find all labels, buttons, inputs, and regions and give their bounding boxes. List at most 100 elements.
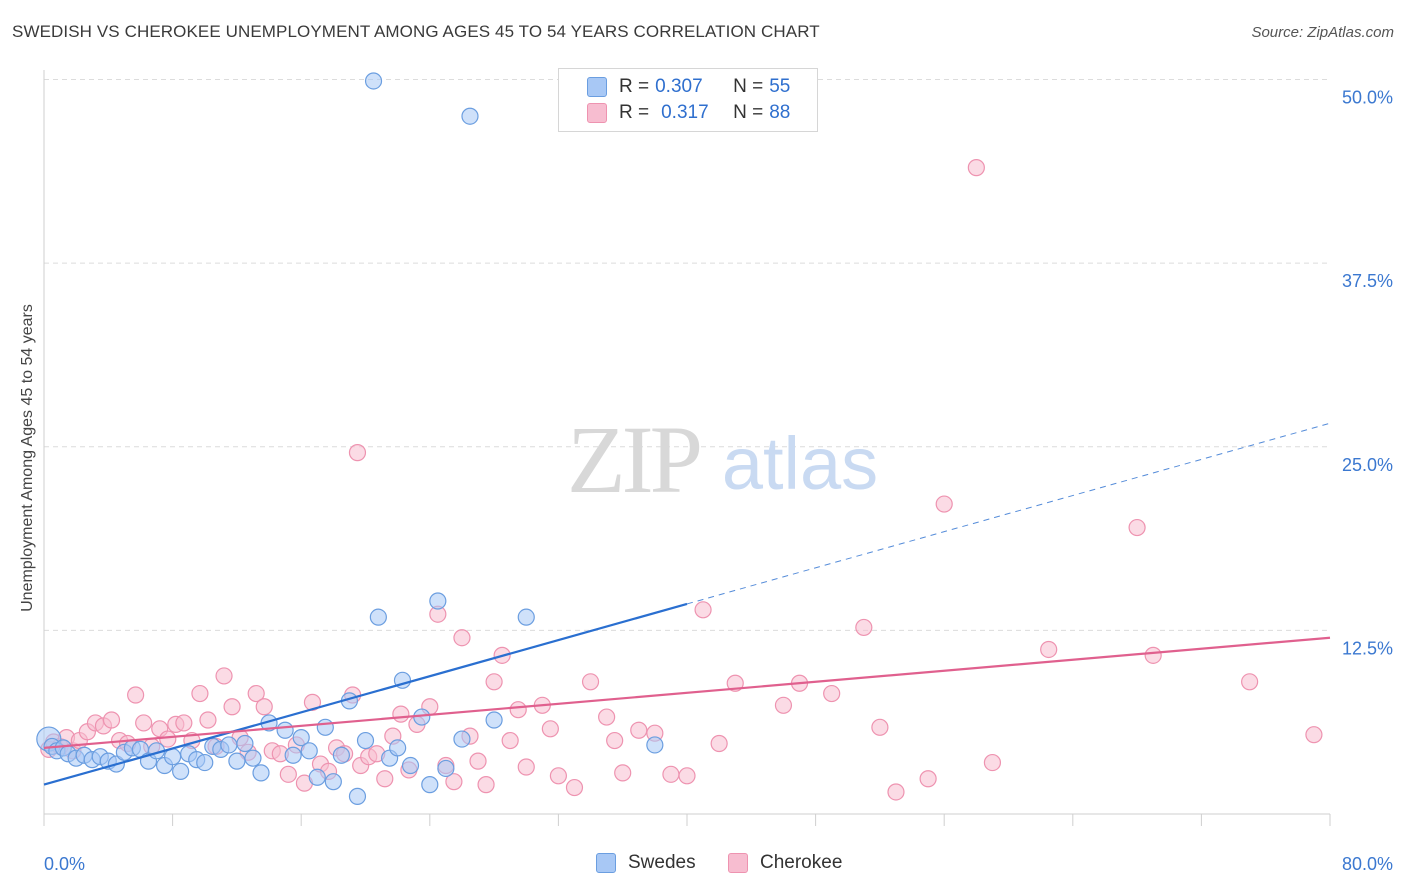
swedes-point: [485, 711, 503, 729]
chart-title: SWEDISH VS CHEROKEE UNEMPLOYMENT AMONG A…: [12, 22, 820, 41]
cherokee-point: [871, 718, 889, 736]
n-value: 88: [769, 102, 791, 123]
cherokee-point: [606, 731, 624, 750]
cherokee-swatch: [728, 853, 748, 873]
cherokee-point: [135, 714, 153, 732]
r-label: R =: [619, 76, 650, 97]
series-legend: Swedes Cherokee: [0, 852, 1406, 876]
cherokee-swatch: [587, 103, 607, 123]
x-tick-label: 80.0%: [1342, 854, 1393, 874]
swedes-point: [517, 608, 535, 626]
cherokee-point: [662, 765, 680, 783]
swedes-point: [236, 734, 254, 753]
swedes-point: [220, 736, 238, 754]
cherokee-point: [1128, 518, 1146, 537]
chart-source: Source: ZipAtlas.com: [1251, 24, 1394, 41]
swedes-point: [389, 739, 407, 757]
x-tick-label: 0.0%: [44, 854, 85, 874]
cherokee-point: [348, 444, 367, 462]
cherokee-point: [774, 696, 793, 714]
legend-label-swedes: Swedes: [628, 852, 696, 873]
cherokee-point: [541, 720, 559, 738]
cherokee-point: [445, 773, 463, 791]
legend-row-swedes: R = 0.307 N = 55: [587, 75, 790, 99]
swedes-point: [196, 753, 214, 772]
cherokee-trend-line: [43, 636, 1331, 749]
trend-lines: [43, 422, 1331, 786]
swedes-point: [244, 749, 262, 767]
n-label: N =: [733, 76, 764, 97]
swedes-point: [276, 721, 294, 739]
cherokee-point: [823, 684, 841, 703]
cherokee-point: [247, 684, 265, 703]
swedes-point: [429, 592, 447, 610]
watermark: ZIP atlas: [567, 406, 878, 513]
legend-item-cherokee[interactable]: Cherokee: [728, 852, 842, 874]
y-tick-label: 37.5%: [1342, 271, 1393, 291]
swedes-trend-extension: [686, 422, 1331, 605]
n-value: 55: [769, 76, 791, 97]
swedes-swatch: [587, 77, 607, 97]
cherokee-point: [392, 705, 410, 723]
cherokee-point: [694, 601, 712, 619]
cherokee-point: [279, 765, 297, 783]
axes: [43, 70, 1331, 826]
cherokee-point: [549, 767, 568, 785]
cherokee-point: [565, 778, 584, 797]
swedes-point: [364, 72, 383, 90]
cherokee-point: [469, 752, 487, 770]
swedes-point: [284, 746, 302, 764]
r-label: R =: [619, 102, 650, 123]
swedes-swatch: [596, 853, 616, 873]
cherokee-point: [453, 629, 471, 647]
swedes-point: [300, 742, 318, 760]
cherokee-point: [919, 770, 937, 788]
cherokee-point: [175, 714, 193, 732]
swedes-point: [369, 608, 387, 626]
cherokee-point: [501, 731, 519, 750]
swedes-point: [421, 776, 439, 794]
swedes-point: [332, 746, 350, 764]
swedes-point: [308, 768, 326, 786]
watermark-zip: ZIP: [567, 406, 700, 513]
cherokee-point: [935, 495, 953, 513]
swedes-point: [356, 731, 375, 750]
swedes-point: [646, 736, 664, 754]
cherokee-point: [485, 673, 503, 691]
swedes-point: [324, 773, 342, 791]
cherokee-point: [199, 711, 217, 729]
cherokee-point: [303, 693, 322, 711]
tick-labels: 12.5% 25.0% 37.5% 50.0% 0.0% 80.0%: [44, 88, 1393, 875]
cherokee-point: [887, 783, 905, 801]
swedes-point: [252, 764, 270, 782]
cherokee-point: [1144, 646, 1162, 664]
swedes-point: [453, 730, 471, 748]
cherokee-point: [517, 758, 535, 776]
swedes-trend-line: [43, 602, 688, 786]
cherokee-point: [191, 684, 209, 703]
legend-item-swedes[interactable]: Swedes: [596, 852, 696, 874]
cherokee-point: [614, 764, 632, 782]
grid-lines: [44, 79, 1330, 631]
r-value: 0.317: [661, 102, 709, 123]
watermark-atlas: atlas: [722, 422, 878, 505]
r-value: 0.307: [655, 76, 703, 97]
swedes-point: [401, 756, 420, 775]
swedes-point: [292, 729, 310, 747]
swedes-point: [316, 718, 334, 736]
cherokee-point: [215, 667, 233, 685]
swedes-point: [461, 107, 479, 125]
legend-label-cherokee: Cherokee: [760, 852, 843, 873]
cherokee-point: [159, 730, 177, 748]
cherokee-point: [1241, 673, 1259, 691]
cherokee-point: [678, 767, 696, 785]
swedes-point: [228, 752, 246, 770]
n-label: N =: [733, 102, 764, 123]
cherokee-point: [102, 711, 121, 729]
cherokee-point: [983, 753, 1002, 772]
cherokee-point: [967, 159, 985, 177]
y-tick-label: 50.0%: [1342, 88, 1393, 108]
cherokee-point: [477, 776, 495, 794]
cherokee-point: [710, 734, 728, 753]
